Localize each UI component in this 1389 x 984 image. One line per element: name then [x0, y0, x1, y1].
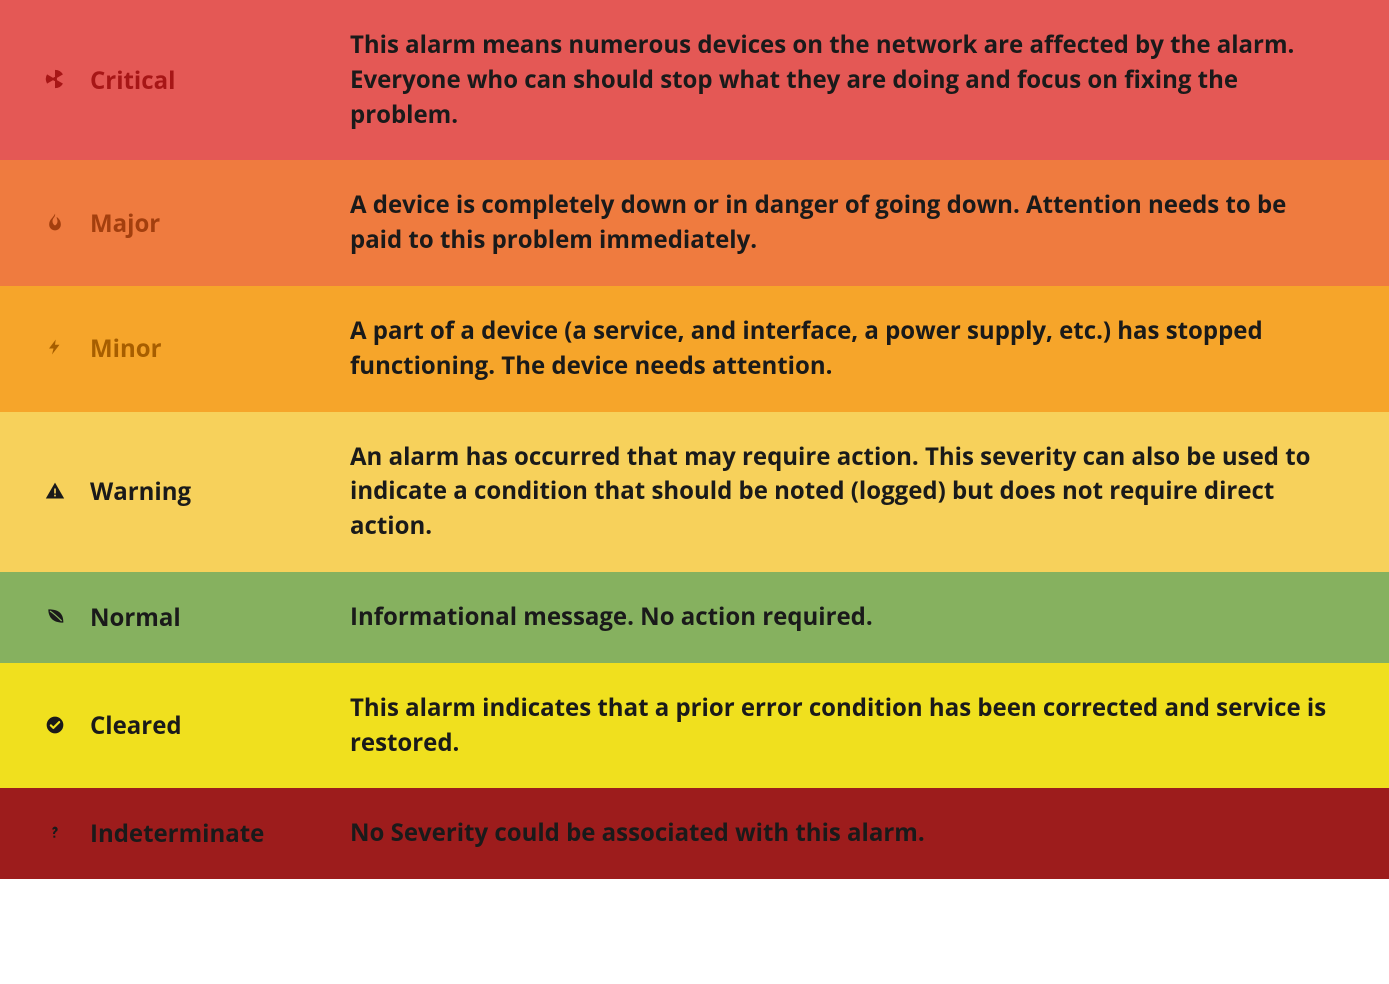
severity-icon-cell [0, 286, 70, 412]
severity-icon-cell [0, 788, 70, 879]
severity-row-cleared: ClearedThis alarm indicates that a prior… [0, 663, 1389, 789]
severity-label: Critical [70, 0, 330, 160]
severity-icon-cell [0, 663, 70, 789]
severity-row-minor: MinorA part of a device (a service, and … [0, 286, 1389, 412]
severity-label: Cleared [70, 663, 330, 789]
severity-icon-cell [0, 160, 70, 286]
flame-icon [42, 209, 68, 235]
severity-row-major: MajorA device is completely down or in d… [0, 160, 1389, 286]
severity-row-warning: WarningAn alarm has occurred that may re… [0, 412, 1389, 572]
severity-label: Indeterminate [70, 788, 330, 879]
check-icon [42, 712, 68, 738]
severity-row-indeterminate: IndeterminateNo Severity could be associ… [0, 788, 1389, 879]
severity-label: Normal [70, 572, 330, 663]
radiation-icon [42, 66, 68, 92]
bolt-icon [42, 334, 68, 360]
severity-description: A device is completely down or in danger… [330, 160, 1389, 286]
severity-description: Informational message. No action require… [330, 572, 1389, 663]
severity-description: This alarm indicates that a prior error … [330, 663, 1389, 789]
severity-description: An alarm has occurred that may require a… [330, 412, 1389, 572]
severity-icon-cell [0, 572, 70, 663]
severity-description: No Severity could be associated with thi… [330, 788, 1389, 879]
severity-icon-cell [0, 412, 70, 572]
severity-icon-cell [0, 0, 70, 160]
severity-label: Warning [70, 412, 330, 572]
severity-row-critical: CriticalThis alarm means numerous device… [0, 0, 1389, 160]
severity-label: Major [70, 160, 330, 286]
severity-description: A part of a device (a service, and inter… [330, 286, 1389, 412]
triangle-icon [42, 478, 68, 504]
severity-table-body: CriticalThis alarm means numerous device… [0, 0, 1389, 879]
severity-label: Minor [70, 286, 330, 412]
question-icon [42, 819, 68, 845]
severity-description: This alarm means numerous devices on the… [330, 0, 1389, 160]
leaf-icon [42, 603, 68, 629]
severity-table: CriticalThis alarm means numerous device… [0, 0, 1389, 879]
severity-row-normal: NormalInformational message. No action r… [0, 572, 1389, 663]
